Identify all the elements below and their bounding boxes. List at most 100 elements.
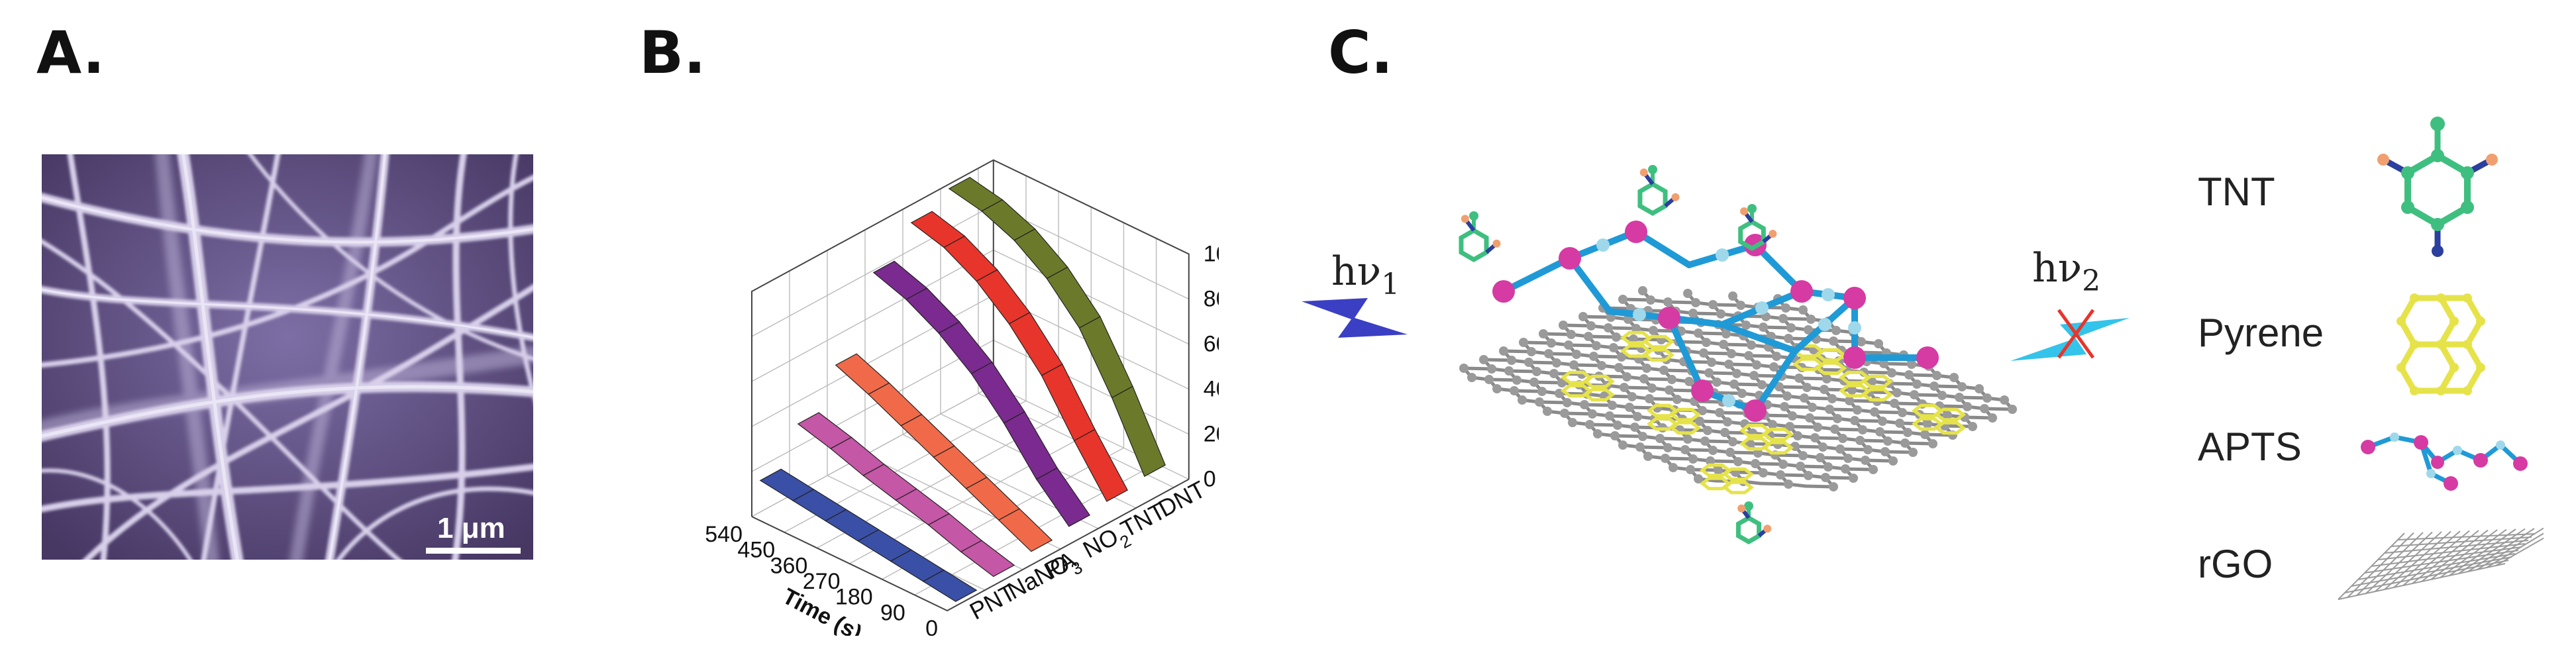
tnt-oxygen <box>1769 230 1777 238</box>
graphene-bond <box>1802 396 1834 401</box>
tnt-molecule <box>1738 204 1777 252</box>
ribbon-segment <box>759 468 815 501</box>
graphene-bond <box>1798 464 1830 469</box>
graphene-atom <box>1870 407 1879 417</box>
graphene-atom <box>1589 352 1598 361</box>
graphene-atom <box>1708 300 1718 309</box>
series-ribbon-dnt <box>948 177 1166 478</box>
x-tick-label: 270 <box>803 569 841 594</box>
graphene-atom <box>1669 463 1678 472</box>
ribbon-segment <box>910 211 966 248</box>
graphene-atom <box>1943 411 1952 420</box>
graphene-atom <box>1988 413 1997 423</box>
graphene-atom <box>1810 433 1820 442</box>
graphene-atom <box>1612 332 1621 342</box>
apts-n-atom <box>1722 394 1735 407</box>
graphene-bond <box>1923 432 1955 437</box>
graphene-atom <box>1772 352 1781 361</box>
graphene-atom <box>1569 360 1578 370</box>
graphene-bond <box>1691 311 1723 316</box>
graphene-atom <box>1879 359 1888 368</box>
graphene-atom <box>1518 395 1527 405</box>
graphene-atom <box>1667 375 1676 384</box>
sem-micrograph <box>42 154 533 560</box>
pyrene-ring <box>1739 423 1772 438</box>
graphene-atom <box>1700 436 1710 446</box>
graphene-atom <box>1728 291 1737 301</box>
graphene-atom <box>1869 465 1878 474</box>
graphene-bond <box>1527 360 1559 365</box>
graphene-atom <box>1805 413 1814 423</box>
graphene-atom <box>1698 406 1707 415</box>
graphene-bond <box>1722 342 1753 347</box>
graphene-atom <box>1798 451 1808 460</box>
panel-a-letter: A. <box>36 19 105 87</box>
graphene-atom <box>1708 446 1718 455</box>
series-ribbon-tnt <box>910 211 1128 502</box>
ribbon-segment <box>872 260 928 300</box>
graphene-bond <box>1561 323 1593 328</box>
graphene-atom <box>1683 434 1692 444</box>
graphene-atom <box>1715 408 1724 417</box>
ribbon-segment <box>976 269 1031 325</box>
x-tick-label: 180 <box>835 585 873 610</box>
pyrene-ring <box>1699 463 1732 478</box>
apts-si-atom <box>1916 346 1939 369</box>
graphene-atom <box>1828 394 1837 403</box>
graphene-atom <box>1499 346 1508 356</box>
graphene-atom <box>1586 321 1596 330</box>
graphene-bond <box>1532 380 1564 385</box>
graphene-atom <box>1638 286 1647 295</box>
graphene-atom <box>1635 442 1645 452</box>
x-tick-label: 540 <box>705 522 743 547</box>
graphene-bond <box>1892 401 1924 406</box>
graphene-atom <box>1610 431 1620 440</box>
graphene-atom <box>1543 407 1552 416</box>
graphene-atom <box>1593 429 1602 438</box>
graphene-atom <box>1857 337 1866 346</box>
apts-network <box>1492 221 1939 422</box>
graphene-atom <box>1778 314 1788 323</box>
legend-label-rgo: rGO <box>2198 542 2273 586</box>
pyrene-ring <box>1646 403 1679 418</box>
apts-n-atom <box>1596 238 1610 252</box>
graphene-atom <box>1492 384 1502 393</box>
graphene-atom <box>1702 338 1711 347</box>
tnt-molecules <box>1459 165 1777 545</box>
box-edge <box>751 478 1190 612</box>
graphene-atom <box>1841 464 1850 474</box>
graphene-atom <box>1782 391 1792 401</box>
graphene-atom <box>1728 437 1737 446</box>
graphene-atom <box>1609 343 1618 352</box>
ribbon-segment <box>1008 311 1063 376</box>
tnt-molecule-icon <box>2377 117 2498 257</box>
graphene-bond <box>1863 458 1895 463</box>
graphene-bond <box>1862 370 1894 375</box>
hv1-label: hν1 <box>1331 248 1400 301</box>
tnt-oxygen <box>1461 215 1469 223</box>
graphene-atom <box>1955 393 1964 402</box>
graphene-atom <box>1512 376 1521 385</box>
apts-link <box>1752 348 1798 414</box>
graphene-atom <box>1633 412 1642 421</box>
pyrene-molecule <box>1620 330 1675 362</box>
graphene-bond <box>1702 351 1733 356</box>
graphene-atom <box>1875 427 1884 436</box>
pyrene-ring <box>1911 403 1944 418</box>
graphene-atom <box>1467 373 1476 382</box>
tnt-ring <box>1735 515 1762 545</box>
graphene-bond <box>1838 447 1870 452</box>
graphene-atom <box>1659 366 1669 375</box>
graphene-atom <box>1798 305 1808 315</box>
pyrene-molecule <box>1838 370 1894 402</box>
graphene-atom <box>1957 382 1967 391</box>
sensor-schematic: hν1 hν2 <box>1302 165 2130 545</box>
ribbon-segment <box>797 412 852 450</box>
apts-n-atom <box>1848 321 1861 334</box>
rgo-grid-line <box>2495 537 2544 566</box>
graphene-atom <box>1638 432 1647 441</box>
graphene-atom <box>1850 416 1859 425</box>
graphene-atom <box>1479 355 1488 364</box>
graphene-atom <box>1784 480 1793 489</box>
graphene-atom <box>2008 405 2017 414</box>
